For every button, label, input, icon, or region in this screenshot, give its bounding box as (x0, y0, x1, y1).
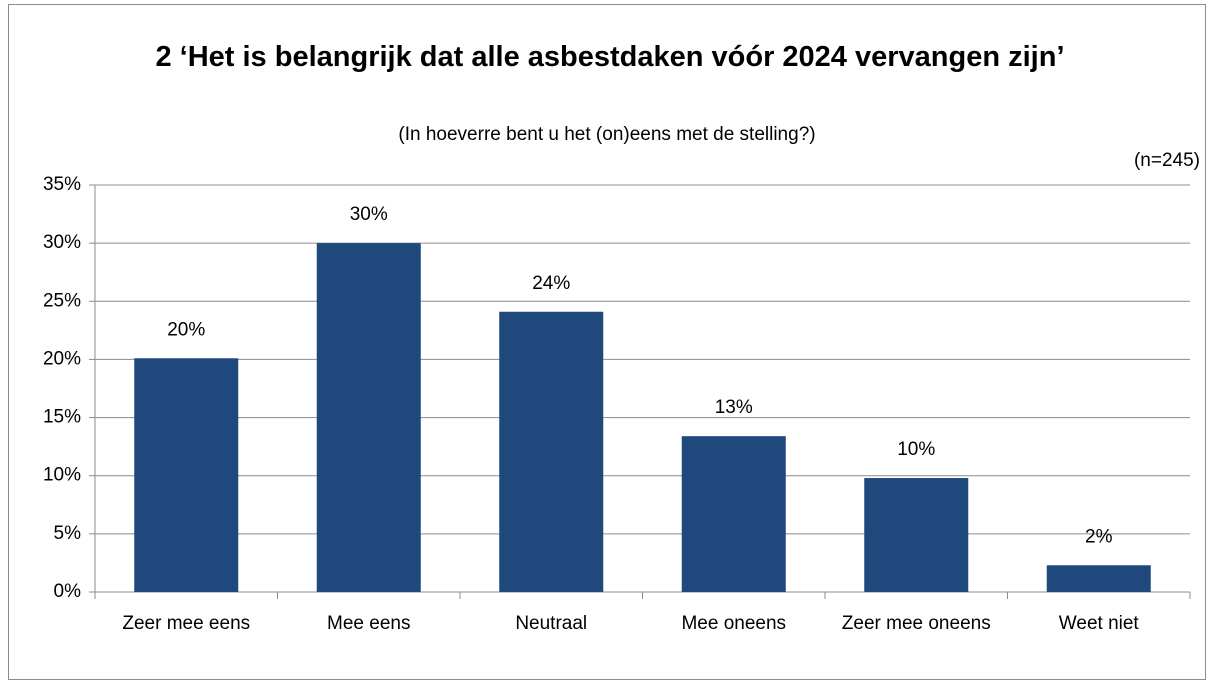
bar (681, 436, 786, 592)
y-tick-label: 25% (43, 290, 81, 311)
x-tick-label: Neutraal (515, 613, 588, 634)
data-label: 20% (167, 319, 205, 340)
bar (499, 311, 604, 592)
chart-frame (8, 4, 1206, 680)
bar (316, 243, 421, 592)
x-tick-label: Zeer mee oneens (841, 613, 991, 634)
y-tick-label: 0% (54, 581, 82, 602)
x-tick-label: Mee eens (327, 613, 411, 634)
y-tick-label: 35% (43, 174, 81, 195)
y-tick-label: 10% (43, 465, 81, 486)
y-tick-label: 5% (54, 523, 82, 544)
x-tick-label: Weet niet (1058, 613, 1139, 634)
y-tick-label: 20% (43, 348, 81, 369)
chart-subtitle: (In hoeverre bent u het (on)eens met de … (398, 124, 816, 145)
bar (864, 478, 969, 592)
data-label: 24% (532, 273, 570, 294)
data-label: 10% (897, 439, 935, 460)
y-tick-label: 15% (43, 407, 81, 428)
bar (134, 358, 239, 592)
bar (1046, 565, 1151, 592)
data-label: 13% (715, 397, 753, 418)
chart-title: 2 ‘Het is belangrijk dat alle asbestdake… (155, 41, 1065, 73)
sample-note: (n=245) (1133, 150, 1200, 171)
data-label: 2% (1085, 526, 1113, 547)
data-label: 30% (350, 204, 388, 225)
x-tick-label: Zeer mee eens (122, 613, 251, 634)
x-tick-label: Mee oneens (681, 613, 787, 634)
y-tick-label: 30% (43, 232, 81, 253)
